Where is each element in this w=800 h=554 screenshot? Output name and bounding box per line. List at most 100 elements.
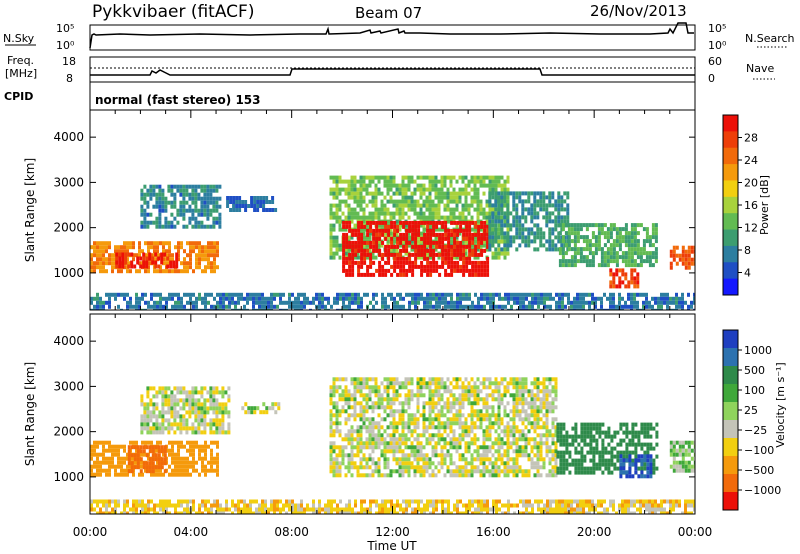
colorbar-swatch xyxy=(723,164,738,181)
data-cell xyxy=(255,308,258,310)
data-cell xyxy=(558,296,561,301)
data-cell xyxy=(408,220,412,225)
data-cell xyxy=(114,503,117,508)
data-cell xyxy=(669,503,672,508)
data-cell xyxy=(381,272,385,277)
data-cell xyxy=(624,499,627,504)
data-cell xyxy=(252,300,255,305)
data-cell xyxy=(471,268,475,273)
data-cell xyxy=(368,231,372,236)
data-cell xyxy=(576,231,580,236)
data-cell xyxy=(381,511,384,514)
data-cell xyxy=(212,216,216,221)
data-cell xyxy=(139,449,143,454)
data-cell xyxy=(441,264,445,269)
data-cell xyxy=(648,511,651,514)
data-cell xyxy=(227,398,231,403)
data-cell xyxy=(142,461,146,466)
data-cell xyxy=(503,195,507,200)
data-cell xyxy=(173,200,177,205)
data-cell xyxy=(597,231,601,236)
data-cell xyxy=(371,199,375,204)
data-cell xyxy=(455,215,459,220)
data-cell xyxy=(548,239,552,244)
data-cell xyxy=(666,292,669,297)
data-cell xyxy=(618,235,622,240)
data-cell xyxy=(374,437,378,442)
data-cell xyxy=(335,195,339,200)
data-cell xyxy=(203,386,207,391)
data-cell xyxy=(359,473,363,478)
data-cell xyxy=(194,386,198,391)
data-cell xyxy=(335,377,339,382)
data-cell xyxy=(480,240,484,245)
data-cell xyxy=(573,235,577,240)
data-cell xyxy=(102,452,105,457)
data-cell xyxy=(618,503,621,508)
data-cell xyxy=(521,223,525,228)
data-cell xyxy=(570,499,573,504)
data-cell xyxy=(474,507,477,512)
data-cell xyxy=(368,437,372,442)
data-cell xyxy=(633,268,637,273)
data-cell xyxy=(186,503,189,508)
data-cell xyxy=(351,272,355,277)
data-cell xyxy=(200,418,204,423)
data-cell xyxy=(374,175,378,180)
data-cell xyxy=(135,296,138,301)
data-cell xyxy=(519,296,522,301)
data-cell xyxy=(561,304,564,309)
data-cell xyxy=(174,464,177,469)
data-cell xyxy=(140,402,144,407)
data-cell xyxy=(380,417,384,422)
data-cell xyxy=(465,503,468,508)
data-cell xyxy=(420,236,424,241)
data-cell xyxy=(467,179,471,184)
data-cell xyxy=(261,503,264,508)
data-cell xyxy=(395,247,399,252)
data-cell xyxy=(170,422,174,427)
data-cell xyxy=(164,410,168,415)
data-cell xyxy=(374,445,378,450)
data-cell xyxy=(368,429,372,434)
data-cell xyxy=(405,220,409,225)
data-cell xyxy=(389,227,393,232)
data-cell xyxy=(258,511,261,514)
data-cell xyxy=(500,203,504,208)
data-cell xyxy=(338,465,342,470)
data-cell xyxy=(332,227,336,232)
data-cell xyxy=(344,187,348,192)
data-cell xyxy=(383,473,387,478)
data-cell xyxy=(503,199,507,204)
data-cell xyxy=(362,409,366,414)
data-cell xyxy=(678,503,681,508)
data-cell xyxy=(136,461,140,466)
data-cell xyxy=(423,232,427,237)
data-cell xyxy=(591,231,595,236)
data-cell xyxy=(470,195,474,200)
data-cell xyxy=(195,257,198,262)
data-cell xyxy=(399,264,403,269)
data-cell xyxy=(353,397,357,402)
data-cell xyxy=(212,196,216,201)
data-cell xyxy=(353,409,357,414)
data-cell xyxy=(615,308,618,310)
data-cell xyxy=(262,410,266,415)
data-cell xyxy=(96,261,99,266)
data-cell xyxy=(312,507,315,512)
colorbar-tick-label: 20 xyxy=(744,177,758,190)
data-cell xyxy=(389,231,393,236)
data-cell xyxy=(347,441,351,446)
data-cell xyxy=(90,257,93,262)
data-cell xyxy=(354,300,357,305)
data-cell xyxy=(494,179,498,184)
data-cell xyxy=(147,304,150,309)
data-cell xyxy=(258,300,261,305)
data-cell xyxy=(127,453,131,458)
data-cell xyxy=(447,232,451,237)
data-cell xyxy=(393,507,396,512)
data-cell xyxy=(464,199,468,204)
data-cell xyxy=(377,207,381,212)
data-cell xyxy=(627,507,630,512)
data-cell xyxy=(185,426,189,431)
